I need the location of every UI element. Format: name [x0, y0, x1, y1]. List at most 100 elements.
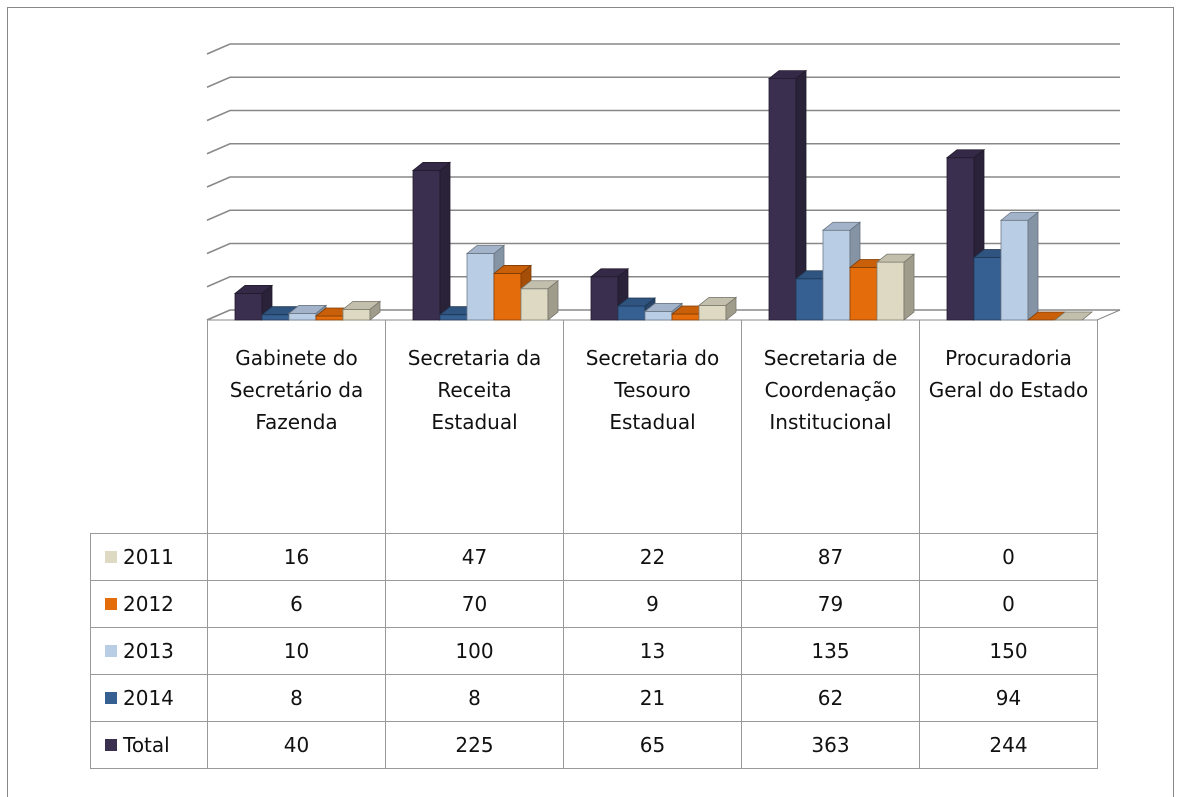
bar	[999, 211, 1040, 321]
bar-top	[519, 280, 560, 290]
bar-top	[767, 70, 808, 80]
legend-entry: 2012	[90, 580, 208, 628]
bar-front	[342, 308, 371, 321]
bar-side	[903, 253, 915, 321]
table-value: 21	[563, 674, 742, 722]
table-value: 13	[563, 627, 742, 675]
bar-top	[589, 268, 630, 278]
table-value: 150	[919, 627, 1098, 675]
bar-front	[795, 278, 824, 321]
table-value: 70	[385, 580, 564, 628]
table-value: 87	[741, 533, 920, 581]
category-label: Secretaria da Receita Estadual	[385, 320, 564, 534]
bar-top	[821, 221, 862, 231]
category-label: Secretaria do Tesouro Estadual	[563, 320, 742, 534]
legend-label: 2013	[123, 639, 174, 663]
bar	[1053, 311, 1094, 321]
bar	[875, 253, 916, 321]
grid-line	[206, 143, 1120, 155]
table-value: 225	[385, 721, 564, 769]
bar-front	[768, 78, 797, 321]
bar-front	[493, 273, 522, 321]
table-value: 9	[563, 580, 742, 628]
grid-line	[206, 209, 1120, 221]
bar-top	[492, 265, 533, 274]
bar-top	[643, 302, 684, 312]
grid-line	[206, 43, 1120, 55]
category-label: Gabinete do Secretário da Fazenda	[207, 320, 386, 534]
bar-top	[945, 149, 986, 159]
grid-line	[206, 76, 1120, 88]
legend-entry: 2014	[90, 674, 208, 722]
bar	[341, 300, 382, 321]
bar	[411, 161, 452, 321]
legend-label: 2011	[123, 545, 174, 569]
grid-line	[206, 109, 1120, 122]
legend-key	[105, 598, 117, 610]
legend-label: 2012	[123, 592, 174, 616]
table-value: 22	[563, 533, 742, 581]
table-value: 8	[207, 674, 386, 722]
bar-top	[999, 211, 1040, 221]
table-value: 0	[919, 533, 1098, 581]
bar	[519, 279, 560, 321]
table-value: 135	[741, 627, 920, 675]
bar-top	[465, 245, 506, 254]
bar-front	[946, 157, 975, 321]
table-value: 40	[207, 721, 386, 769]
table-value: 65	[563, 721, 742, 769]
table-value: 244	[919, 721, 1098, 769]
legend-key	[105, 645, 117, 657]
bar-front	[822, 229, 851, 321]
bar-top	[697, 296, 738, 306]
bar	[697, 296, 738, 321]
bar-front	[973, 257, 1002, 321]
bar-front	[412, 169, 441, 321]
frame	[7, 7, 1174, 797]
legend-entry: Total	[90, 721, 208, 769]
legend-entry: 2013	[90, 627, 208, 675]
table-value: 0	[919, 580, 1098, 628]
bar-top	[1053, 311, 1094, 321]
legend-key	[105, 551, 117, 563]
bar-top	[875, 253, 916, 263]
legend-key	[105, 692, 117, 704]
table-value: 79	[741, 580, 920, 628]
bar-top	[341, 300, 382, 310]
table-value: 62	[741, 674, 920, 722]
bar-front	[466, 253, 495, 321]
bar	[233, 284, 274, 321]
bar-front	[234, 292, 263, 321]
table-value: 6	[207, 580, 386, 628]
table-value: 8	[385, 674, 564, 722]
table-value: 16	[207, 533, 386, 581]
bar-front	[644, 310, 673, 321]
bar-side	[439, 161, 451, 321]
legend-key	[105, 739, 117, 751]
bar-front	[698, 304, 727, 321]
table-value: 94	[919, 674, 1098, 722]
bar-front	[1000, 219, 1029, 321]
category-label: Procuradoria Geral do Estado	[919, 320, 1098, 534]
bar-top	[616, 297, 657, 307]
bar-front	[617, 305, 646, 321]
grid-line	[206, 176, 1120, 188]
legend-label: 2014	[123, 686, 174, 710]
bar-front	[288, 312, 317, 321]
bar-front	[520, 288, 549, 321]
bar	[767, 69, 808, 321]
bar-top	[287, 304, 328, 314]
table-value: 100	[385, 627, 564, 675]
bar-front	[849, 267, 878, 321]
bar-top	[233, 284, 274, 294]
bar-front	[876, 261, 905, 321]
bar-top	[411, 161, 452, 171]
table-value: 47	[385, 533, 564, 581]
legend-entry: 2011	[90, 533, 208, 581]
bar-front	[590, 276, 619, 321]
category-label: Secretaria de Coordenação Institucional	[741, 320, 920, 534]
legend-label: Total	[123, 733, 170, 757]
table-value: 363	[741, 721, 920, 769]
